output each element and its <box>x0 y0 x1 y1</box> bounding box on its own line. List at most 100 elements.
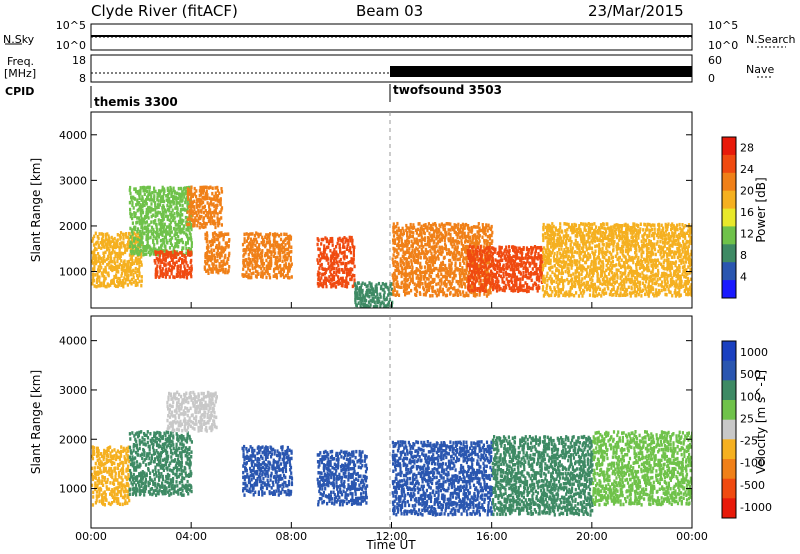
power-echo-cell <box>483 239 486 243</box>
power-echo-cell <box>210 251 213 256</box>
cpid-label: CPID <box>5 85 35 98</box>
power-echo-cell <box>251 242 254 246</box>
power-echo-cell <box>450 267 453 271</box>
power-echo-cell <box>549 261 552 265</box>
power-echo-cell <box>605 263 608 268</box>
power-echo-cell <box>633 285 636 289</box>
power-echo-cell <box>640 265 643 269</box>
power-echo-cell <box>564 269 567 274</box>
power-echo-cell <box>609 289 612 294</box>
power-echo-cell <box>679 274 682 278</box>
power-echo-cell <box>423 265 427 269</box>
power-echo-cell <box>150 229 153 233</box>
power-echo-cell <box>436 288 439 292</box>
power-echo-cell <box>472 258 475 262</box>
power-echo-cell <box>106 232 109 236</box>
power-echo-cell <box>567 273 570 277</box>
power-echo-cell <box>475 270 478 275</box>
power-echo-cell <box>100 265 103 270</box>
power-echo-cell <box>154 219 157 223</box>
power-echo-cell <box>430 227 433 232</box>
power-echo-cell <box>242 263 245 268</box>
power-echo-cell <box>92 278 96 283</box>
power-echo-cell <box>567 234 570 238</box>
power-echo-cell <box>477 231 480 235</box>
power-echo-cell <box>197 197 200 202</box>
power-echo-cell <box>365 290 368 295</box>
power-echo-cell <box>142 185 146 190</box>
power-echo-cell <box>430 268 433 273</box>
power-echo-cell <box>104 237 107 242</box>
power-echo-cell <box>429 270 432 275</box>
power-echo-cell <box>227 268 230 273</box>
power-echo-cell <box>136 247 139 252</box>
power-echo-cell <box>605 291 608 295</box>
power-echo-cell <box>102 232 105 237</box>
power-echo-cell <box>396 290 399 294</box>
power-echo-cell <box>484 233 487 237</box>
power-echo-cell <box>147 197 150 201</box>
power-echo-cell <box>280 242 284 247</box>
power-echo-cell <box>99 264 102 268</box>
power-echo-cell <box>625 280 628 284</box>
power-echo-cell <box>148 209 151 213</box>
power-echo-cell <box>143 252 146 256</box>
power-echo-cell <box>675 279 678 283</box>
power-echo-cell <box>508 249 511 253</box>
power-echo-cell <box>150 225 154 230</box>
power-echo-cell <box>128 200 131 205</box>
power-echo-cell <box>197 209 200 213</box>
power-echo-cell <box>372 293 375 297</box>
power-echo-cell <box>155 256 158 261</box>
power-echo-cell <box>653 247 657 252</box>
power-echo-cell <box>565 290 568 294</box>
power-echo-cell <box>130 269 134 273</box>
power-echo-cell <box>471 245 474 249</box>
power-echo-cell <box>677 237 680 241</box>
power-echo-cell <box>113 266 116 270</box>
power-echo-cell <box>166 230 169 234</box>
power-echo-cell <box>394 241 397 245</box>
power-echo-cell <box>558 239 561 244</box>
power-echo-cell <box>596 276 599 280</box>
power-echo-cell <box>564 242 567 246</box>
power-echo-cell <box>247 257 250 261</box>
power-echo-cell <box>408 281 411 286</box>
power-echo-cell <box>175 251 178 255</box>
power-echo-cell <box>354 298 357 302</box>
power-echo-cell <box>445 231 448 235</box>
power-echo-cell <box>146 224 149 228</box>
power-echo-cell <box>188 214 191 218</box>
power-echo-cell <box>150 247 153 251</box>
power-echo-cell <box>350 235 353 240</box>
power-echo-cell <box>619 271 622 275</box>
power-echo-cell <box>434 291 437 295</box>
power-echo-cell <box>319 257 322 261</box>
power-echo-cell <box>126 277 129 282</box>
power-echo-cell <box>639 287 642 291</box>
power-echo-cell <box>258 255 261 260</box>
power-echo-cell <box>146 185 149 190</box>
power-echo-cell <box>487 273 490 277</box>
power-echo-cell <box>445 222 448 226</box>
power-echo-cell <box>243 237 246 241</box>
power-echo-cell <box>270 250 273 254</box>
power-echo-cell <box>618 236 622 241</box>
power-echo-cell <box>429 234 432 238</box>
power-echo-cell <box>611 259 614 264</box>
power-echo-cell <box>555 267 558 271</box>
power-echo-cell <box>444 274 447 279</box>
power-echo-cell <box>130 237 133 241</box>
power-echo-cell <box>592 261 595 265</box>
power-echo-cell <box>615 244 618 249</box>
power-echo-cell <box>514 254 517 258</box>
power-echo-cell <box>185 241 188 245</box>
power-echo-cell <box>173 212 176 216</box>
power-echo-cell <box>219 197 222 201</box>
power-echo-cell <box>275 275 278 280</box>
power-echo-cell <box>214 191 217 195</box>
power-echo-cell <box>679 276 682 281</box>
power-echo-cell <box>502 251 505 256</box>
power-echo-cell <box>461 259 465 263</box>
power-echo-cell <box>474 236 477 240</box>
